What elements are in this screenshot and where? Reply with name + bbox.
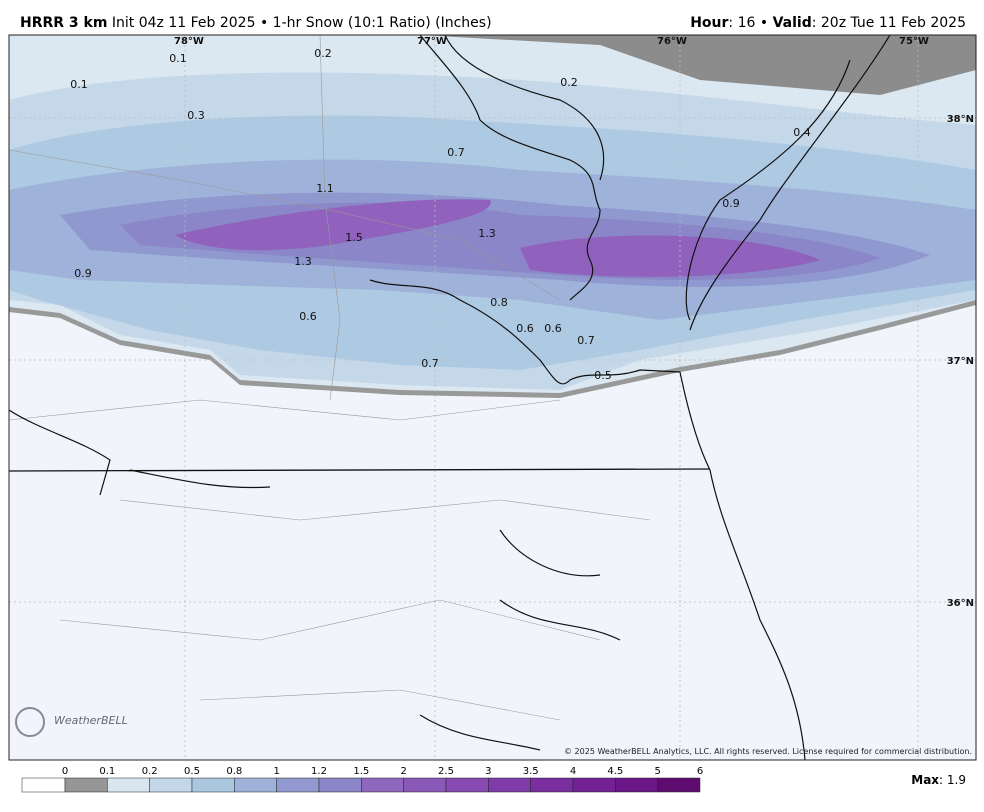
lon-label: 76°W	[657, 36, 687, 47]
snow-1.5	[175, 199, 491, 251]
legend-tick-label: 5	[654, 766, 660, 777]
legend-tick-label: 1.2	[311, 766, 327, 777]
legend-tick-label: 3	[485, 766, 491, 777]
snow-amount-label: 0.8	[490, 296, 508, 309]
header-right: Hour: 16 • Valid: 20z Tue 11 Feb 2025	[690, 15, 966, 31]
lat-labels: 38°N 37°N 36°N	[947, 114, 974, 609]
legend-swatch	[657, 777, 701, 793]
legend-tick-label: 0.5	[184, 766, 200, 777]
legend-tick-label: 0.8	[226, 766, 242, 777]
snow-amount-label: 1.5	[345, 231, 363, 244]
snow-amount-label: 0.9	[74, 267, 92, 280]
legend-swatch	[572, 777, 616, 793]
snow-amount-label: 0.5	[594, 369, 612, 382]
point-labels: 0.1 0.2 0.1 0.3 0.2 0.4 0.7 1.1 0.9 1.5 1.3 1.3 0.9 0…	[70, 47, 811, 382]
no-snow-gray	[420, 35, 976, 95]
lon-label: 77°W	[417, 36, 447, 47]
graticule	[9, 35, 976, 760]
legend-tick-label: 6	[697, 766, 703, 777]
hour-label: Hour	[690, 15, 728, 31]
legend-tick-label: 0	[62, 766, 68, 777]
legend-tick-label: 3.5	[523, 766, 539, 777]
legend-swatch	[107, 777, 150, 793]
legend-swatch	[615, 777, 658, 793]
state-border	[9, 468, 711, 472]
separator: •	[260, 15, 268, 31]
logo-icon	[15, 707, 45, 737]
map-frame	[8, 34, 977, 761]
snow-amount-label: 1.3	[294, 255, 312, 268]
lon-label: 78°W	[174, 36, 204, 47]
valid-value: : 20z Tue 11 Feb 2025	[812, 15, 966, 31]
legend-swatch	[361, 777, 404, 793]
legend-swatch	[530, 777, 574, 793]
legend-swatch	[276, 777, 320, 793]
snow-amount-label: 0.6	[516, 322, 534, 335]
snow-amount-label: 0.3	[187, 109, 205, 122]
snow-amount-label: 1.1	[316, 182, 334, 195]
lat-label: 37°N	[947, 356, 974, 367]
max: Max: 1.9	[911, 773, 966, 787]
snow-amount-label: 0.1	[169, 52, 187, 65]
max-value: : 1.9	[939, 773, 966, 787]
legend-swatch	[149, 777, 193, 793]
color-legend: 0 0.1 0.2 0.5 0.8 1 1.2 1.5 2 2.5 3 3.5 4 4.5 5 6	[21, 766, 703, 793]
map-area: 0.1 0.2 0.1 0.3 0.2 0.4 0.7 1.1 0.9 1.5 1.3 1.3 0.9 0…	[9, 35, 976, 760]
snow-amount-label: 1.3	[478, 227, 496, 240]
lon-label: 75°W	[899, 36, 929, 47]
legend-tick-label: 2	[400, 766, 406, 777]
legend-swatch	[234, 777, 277, 793]
legend-swatch	[403, 777, 447, 793]
header-left: HRRR 3 km Init 04z 11 Feb 2025 • 1-hr Sn…	[20, 15, 492, 31]
legend-tick-label: 4	[570, 766, 576, 777]
legend-tick-label: 4.5	[607, 766, 623, 777]
legend-swatch	[64, 777, 108, 793]
max-label: Max	[911, 773, 939, 787]
copyright: © 2025 WeatherBELL Analytics, LLC. All r…	[564, 747, 972, 756]
legend-tick-label: 0.2	[142, 766, 158, 777]
snow-amount-label: 0.6	[544, 322, 562, 335]
snow-amount-label: 0.9	[722, 197, 740, 210]
valid-label: Valid	[773, 15, 812, 31]
lon-labels: 78°W 77°W 76°W 75°W	[174, 36, 929, 47]
model: HRRR 3 km	[20, 15, 107, 31]
snow-amount-label: 0.1	[70, 78, 88, 91]
legend-tick-label: 1.5	[353, 766, 369, 777]
product: 1-hr Snow (10:1 Ratio) (Inches)	[273, 15, 492, 31]
legend-swatch	[318, 777, 362, 793]
legend-swatch	[488, 777, 531, 793]
lat-label: 38°N	[947, 114, 974, 125]
hour-value: : 16 •	[728, 15, 768, 31]
snow-amount-label: 0.2	[560, 76, 578, 89]
snow-amount-label: 0.2	[314, 47, 332, 60]
snow-amount-label: 0.7	[421, 357, 439, 370]
legend-tick-label: 2.5	[438, 766, 454, 777]
snow-amount-label: 0.6	[299, 310, 317, 323]
snow-amount-label: 0.4	[793, 126, 811, 139]
legend-tick-label: 0.1	[99, 766, 115, 777]
logo: WeatherBELL	[54, 714, 128, 727]
init: Init 04z 11 Feb 2025	[112, 15, 256, 31]
snow-amount-label: 0.7	[577, 334, 595, 347]
snow-amount-label: 0.7	[447, 146, 465, 159]
lat-label: 36°N	[947, 598, 974, 609]
snow-1.5-east	[520, 235, 820, 277]
legend-swatch	[21, 777, 66, 793]
county-lines	[9, 35, 651, 721]
legend-swatch	[445, 777, 489, 793]
legend-tick-label: 1	[273, 766, 279, 777]
legend-swatch	[191, 777, 235, 793]
coastline	[9, 35, 891, 760]
